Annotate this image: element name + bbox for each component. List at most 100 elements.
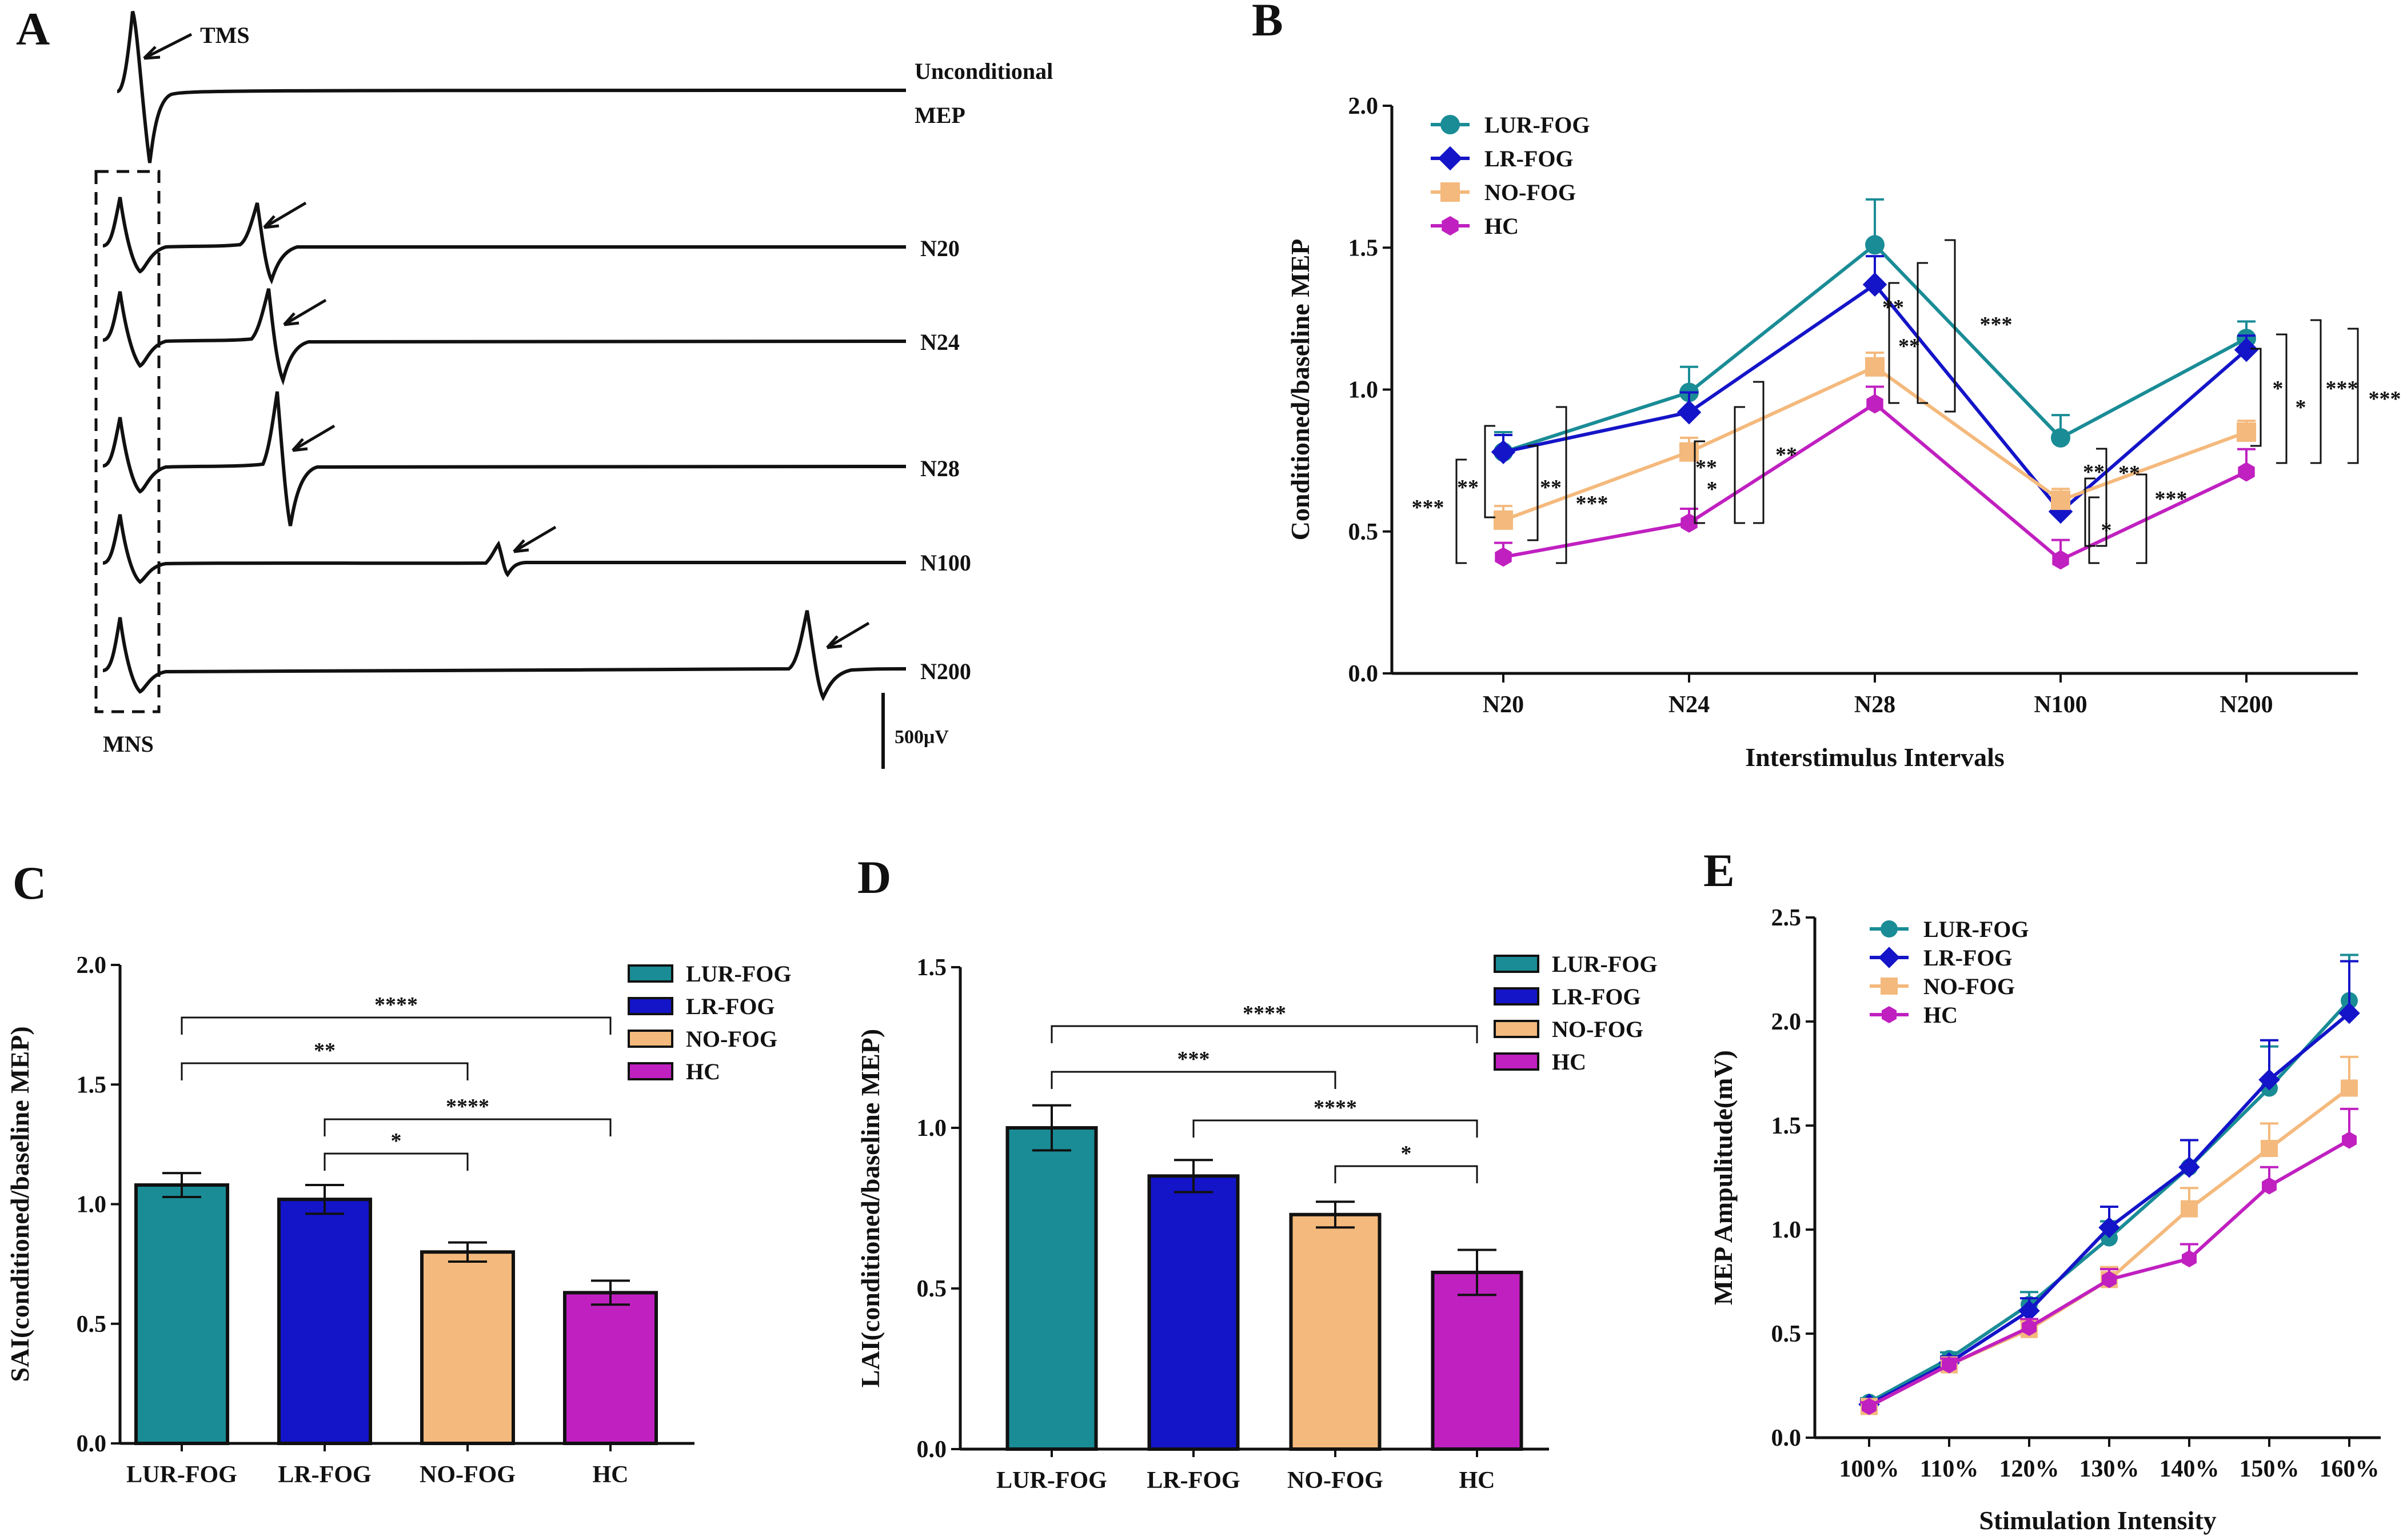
data-point-hc-n100 <box>2052 550 2069 570</box>
data-point-hc-n24 <box>1680 513 1698 533</box>
significance-label: *** <box>1412 496 1444 520</box>
series-line-lur-fog <box>1868 999 2351 1404</box>
significance-bracket <box>1192 1119 1478 1138</box>
x-tick-label-140: 140% <box>2159 1456 2220 1482</box>
significance-label: * <box>391 1129 402 1153</box>
data-point-lr-fog-120 <box>2018 1300 2040 1322</box>
data-point-no-fog-n20 <box>1494 510 1513 530</box>
y-tick-label: 0.0 <box>917 1437 947 1463</box>
chart-c: 0.0 0.5 1.0 1.5 2.0 SAI(conditioned/baseline … <box>5 952 791 1488</box>
legend-swatch-hc <box>628 1062 673 1080</box>
trace-label-n28: N28 <box>920 456 960 481</box>
significance-bracket <box>1334 1165 1478 1183</box>
scale-bar-label: 500μV <box>895 727 949 748</box>
significance-bracket <box>1734 406 1745 524</box>
x-tick-label-110: 110% <box>1920 1456 1979 1482</box>
panel-letter-e: E <box>1703 844 1735 896</box>
significance-label: * <box>2296 396 2306 420</box>
x-tick-label-100: 100% <box>1839 1456 1899 1482</box>
y-axis-title: SAI(conditioned/baseline MEP) <box>5 1026 34 1382</box>
trace-n200 <box>102 610 907 701</box>
data-point-hc-110 <box>1942 1356 1957 1374</box>
x-tick-label-hc: HC <box>1459 1467 1495 1494</box>
significance-bracket <box>1556 406 1567 564</box>
x-tick-label-lur-fog: LUR-FOG <box>126 1462 237 1488</box>
significance-bracket <box>2136 473 2147 564</box>
legend-label-lr-fog: LR-FOG <box>1484 146 1574 171</box>
x-axis-title: Interstimulus Intervals <box>1745 743 2005 772</box>
x-tick-label-160: 160% <box>2320 1456 2380 1482</box>
significance-label: * <box>2273 377 2284 401</box>
legend-label-lur-fog: LUR-FOG <box>1484 112 1590 138</box>
bar-lur-fog <box>1005 1126 1098 1451</box>
legend-label-no-fog: NO-FOG <box>1923 974 2015 999</box>
panel-letter-b: B <box>1252 0 1283 46</box>
legend-label-no-fog: NO-FOG <box>686 1026 777 1052</box>
legend-swatch-no-fog <box>1494 1020 1539 1038</box>
y-tick-label: 1.5 <box>1771 1113 1802 1139</box>
significance-label: ** <box>1695 456 1717 480</box>
legend-marker-no-fog <box>1440 182 1460 202</box>
legend-swatch-lur-fog <box>1494 955 1539 973</box>
legend-label-lur-fog: LUR-FOG <box>686 961 791 987</box>
trace-label-n24: N24 <box>920 329 960 355</box>
x-tick-label-hc: HC <box>593 1462 629 1488</box>
data-point-hc-140 <box>2182 1250 2197 1267</box>
x-tick-label-lr-fog: LR-FOG <box>278 1462 371 1488</box>
significance-label: ** <box>314 1039 336 1063</box>
data-point-hc-150 <box>2262 1177 2277 1195</box>
series-lur-fog <box>1494 198 2256 462</box>
significance-bracket <box>2088 496 2099 564</box>
series-hc <box>1494 385 2256 570</box>
y-tick-label: 1.0 <box>77 1192 107 1218</box>
significance-bracket <box>2084 477 2095 547</box>
significance-bracket <box>324 1152 469 1171</box>
data-point-hc-120 <box>2022 1319 2037 1336</box>
data-point-lr-fog-n200 <box>2234 337 2259 362</box>
arrow-n200 <box>826 621 870 649</box>
mns-box <box>94 170 161 713</box>
data-point-hc-100 <box>1862 1398 1877 1415</box>
data-point-lr-fog-n24 <box>1676 400 1702 425</box>
y-tick-label: 1.0 <box>1348 377 1379 404</box>
x-tick-label-120: 120% <box>1999 1456 2059 1482</box>
significance-bracket <box>181 1016 612 1035</box>
legend-swatch-lr-fog <box>628 997 673 1015</box>
data-point-lr-fog-130 <box>2098 1216 2120 1239</box>
legend-marker-lur-fog <box>1881 920 1898 937</box>
legend-marker-lr-fog <box>1438 146 1463 171</box>
y-axis-title: Conditioned/baseline MEP <box>1286 239 1315 541</box>
trace-n20 <box>102 197 907 285</box>
y-tick-label: 2.0 <box>77 952 107 979</box>
data-point-lur-fog-n28 <box>1865 235 1885 255</box>
legend-label-no-fog: NO-FOG <box>1552 1016 1643 1042</box>
trace-n100 <box>102 514 906 584</box>
data-point-lr-fog-n20 <box>1491 440 1516 464</box>
data-point-hc-160 <box>2342 1131 2357 1149</box>
bar-lr-fog <box>1147 1174 1240 1451</box>
y-tick-label: 1.5 <box>1348 235 1379 261</box>
y-tick-label: 2.0 <box>1348 93 1379 119</box>
trace-label-unconditional: Unconditional <box>915 58 1053 84</box>
legend-marker-hc <box>1882 1006 1897 1023</box>
data-point-no-fog-n28 <box>1865 357 1885 377</box>
legend-label-lr-fog: LR-FOG <box>1552 984 1641 1010</box>
legend-swatch-lur-fog <box>628 964 673 983</box>
data-point-lr-fog-160 <box>2338 1002 2360 1024</box>
data-point-no-fog-160 <box>2341 1079 2358 1097</box>
panel-a-traces: TMS Unconditional MEP MNS N20 N24 N28 N1… <box>94 10 1053 769</box>
y-tick-label: 1.5 <box>77 1072 107 1098</box>
series-no-fog <box>1494 351 2256 530</box>
trace-label-n100: N100 <box>920 550 971 576</box>
arrow-n20 <box>263 201 307 229</box>
panel-letter-d: D <box>857 851 891 903</box>
significance-bracket <box>2310 319 2322 464</box>
significance-bracket <box>181 1062 469 1080</box>
significance-label: *** <box>2326 377 2358 401</box>
chart-b: 0.0 0.5 1.0 1.5 2.0 Conditioned/baseline MEP I… <box>1286 93 2401 772</box>
bar-hc <box>563 1291 658 1445</box>
significance-label: ** <box>2118 461 2140 485</box>
significance-bracket <box>1694 440 1705 524</box>
significance-label: **** <box>446 1095 489 1119</box>
